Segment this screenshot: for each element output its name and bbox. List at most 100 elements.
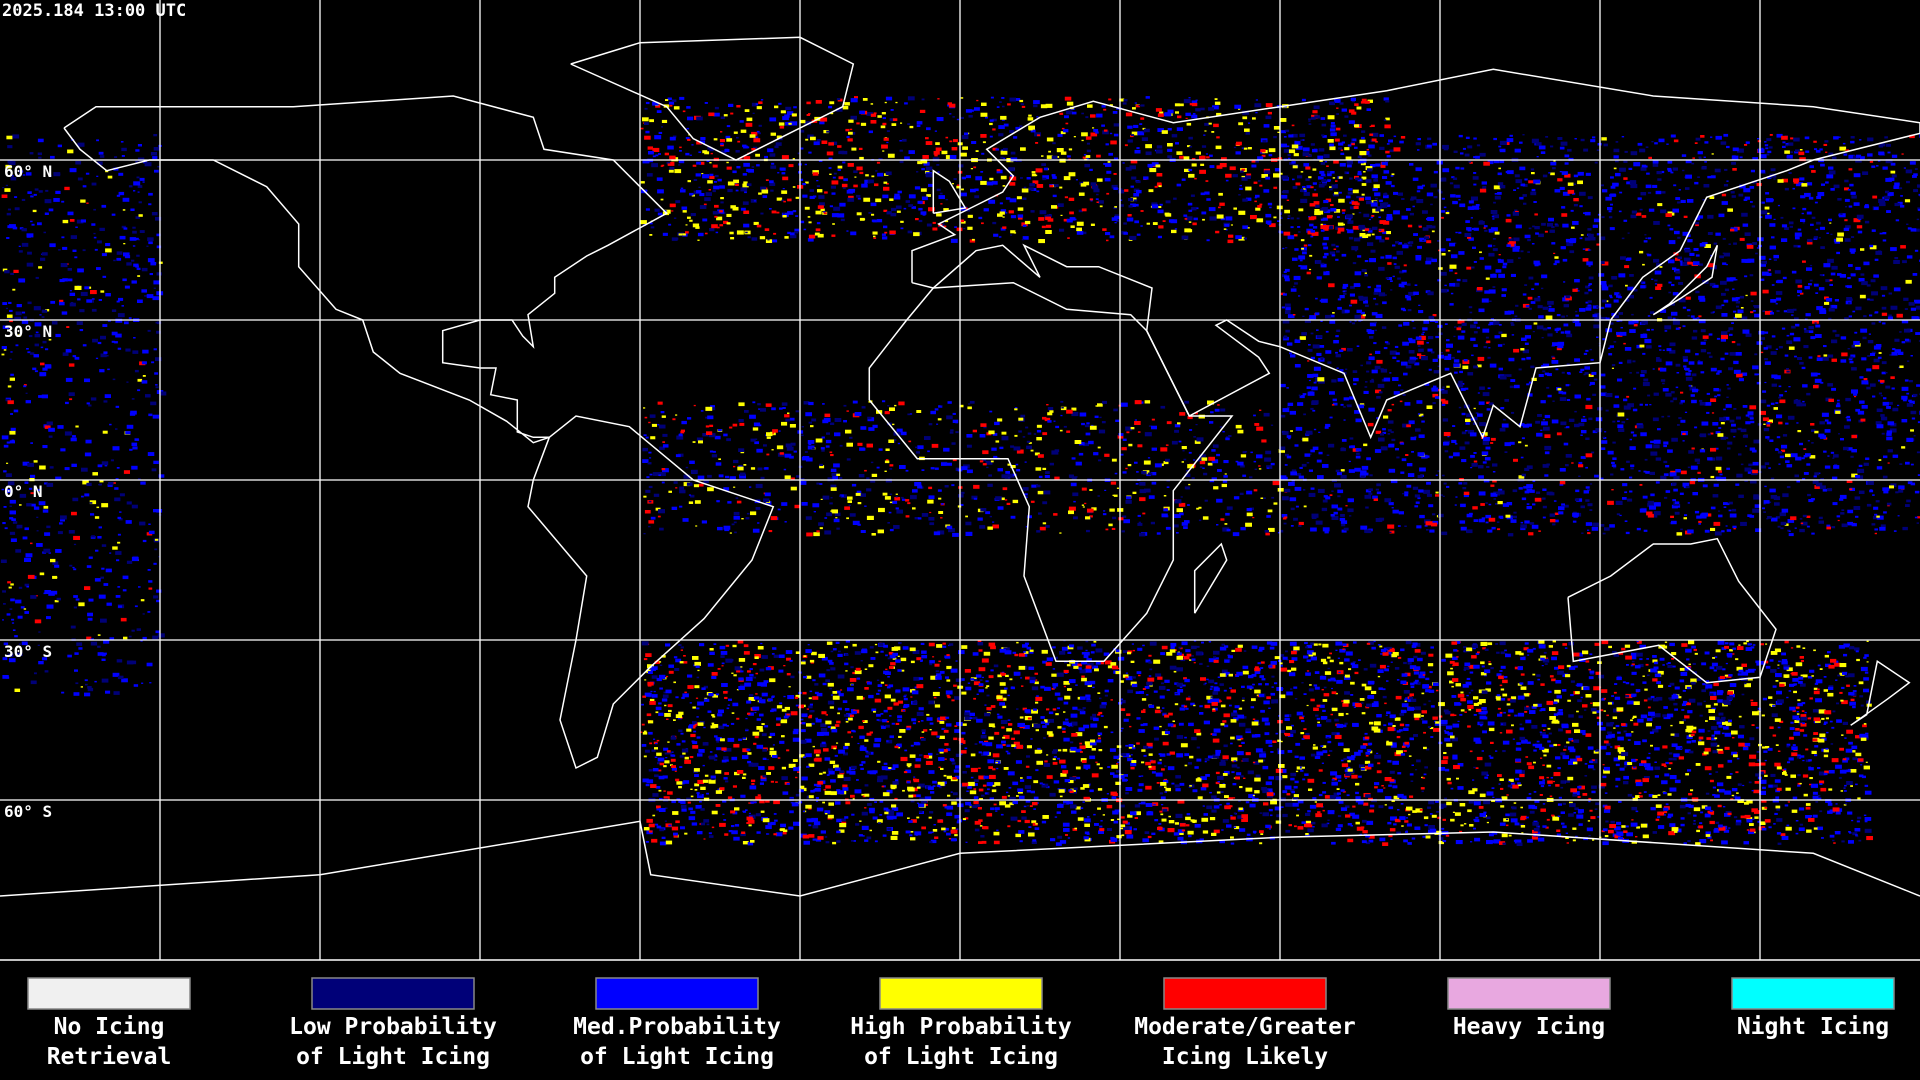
icing-pixel — [1349, 321, 1352, 323]
icing-pixel — [943, 729, 949, 733]
icing-pixel — [1824, 654, 1829, 658]
icing-pixel — [1324, 671, 1332, 675]
icing-pixel — [1686, 309, 1691, 312]
icing-pixel — [1400, 709, 1407, 714]
icing-pixel — [1305, 646, 1309, 649]
icing-pixel — [1064, 695, 1071, 700]
icing-pixel — [820, 743, 827, 748]
icing-pixel — [1219, 762, 1226, 766]
icing-pixel — [1761, 806, 1767, 810]
icing-pixel — [987, 788, 990, 791]
icing-pixel — [1176, 735, 1184, 739]
icing-pixel — [747, 842, 754, 846]
icing-pixel — [1287, 733, 1294, 737]
icing-pixel — [1034, 679, 1038, 681]
icing-pixel — [1054, 692, 1061, 696]
icing-pixel — [658, 789, 662, 792]
icing-pixel — [1191, 736, 1197, 741]
icing-pixel — [794, 696, 799, 699]
icing-pixel — [1026, 755, 1030, 758]
icing-pixel — [684, 691, 687, 694]
icing-pixel — [1569, 803, 1576, 808]
icing-pixel — [1057, 757, 1060, 760]
icing-pixel — [1616, 707, 1624, 712]
icing-pixel — [1293, 646, 1300, 651]
icing-pixel — [1652, 831, 1657, 834]
icing-pixel — [1387, 665, 1390, 668]
icing-pixel — [1616, 821, 1622, 825]
icing-pixel — [1062, 730, 1066, 733]
icing-pixel — [1219, 839, 1225, 844]
icing-pixel — [1113, 755, 1119, 759]
icing-pixel — [1259, 675, 1264, 678]
icing-pixel — [1413, 666, 1421, 671]
icing-pixel — [1302, 778, 1306, 781]
icing-pixel — [1301, 738, 1305, 740]
icing-pixel — [1401, 673, 1408, 677]
icing-pixel — [1440, 722, 1446, 726]
icing-pixel — [1400, 680, 1407, 685]
icing-pixel — [1403, 839, 1408, 843]
icing-pixel — [1795, 832, 1799, 835]
icing-pixel — [1527, 296, 1533, 300]
icing-pixel — [1379, 837, 1386, 842]
icing-pixel — [1761, 827, 1767, 831]
icing-pixel — [1521, 497, 1527, 501]
icing-pixel — [781, 708, 787, 712]
icing-pixel — [1722, 721, 1728, 725]
icing-pixel — [1699, 839, 1707, 844]
icing-pixel — [1502, 418, 1506, 421]
icing-pixel — [1553, 772, 1561, 777]
icing-pixel — [867, 770, 873, 774]
icing-pixel — [840, 689, 843, 691]
icing-pixel — [1029, 676, 1036, 681]
icing-pixel — [1657, 811, 1664, 816]
icing-pixel — [1715, 665, 1723, 670]
icing-pixel — [1757, 759, 1761, 762]
icing-pixel — [1052, 761, 1058, 765]
icing-pixel — [1759, 821, 1766, 825]
icing-pixel — [749, 673, 754, 677]
icing-pixel — [906, 727, 911, 731]
icing-pixel — [1863, 656, 1867, 659]
icing-pixel — [1469, 750, 1473, 753]
icing-pixel — [1035, 823, 1038, 825]
icing-pixel — [738, 658, 746, 662]
icing-pixel — [1040, 716, 1045, 719]
icing-pixel — [1177, 829, 1184, 833]
icing-pixel — [1423, 816, 1429, 820]
icing-pixel — [1652, 655, 1657, 658]
icing-pixel — [1428, 825, 1435, 829]
icing-pixel — [1131, 643, 1134, 645]
icing-pixel — [815, 797, 819, 799]
icing-pixel — [1209, 791, 1212, 794]
icing-pixel — [1306, 670, 1310, 672]
icing-pixel — [1322, 643, 1329, 648]
icing-pixel — [861, 811, 868, 816]
icing-pixel — [1266, 792, 1274, 797]
icing-pixel — [1291, 650, 1297, 655]
icing-pixel — [1473, 818, 1477, 821]
icing-pixel — [655, 711, 659, 714]
icing-pixel — [825, 813, 828, 815]
icing-pixel — [1070, 746, 1077, 751]
icing-pixel — [1741, 372, 1748, 376]
icing-pixel — [1110, 699, 1113, 701]
icing-pixel — [961, 691, 967, 695]
icing-pixel — [1623, 730, 1627, 733]
icing-pixel — [1048, 733, 1054, 737]
icing-pixel — [769, 678, 776, 683]
icing-pixel — [1366, 749, 1372, 752]
icing-pixel — [1866, 284, 1871, 287]
icing-pixel — [1160, 652, 1166, 656]
icing-pixel — [1819, 148, 1823, 151]
icing-pixel — [1515, 747, 1522, 751]
icing-pixel — [1836, 702, 1839, 705]
icing-pixel — [1648, 752, 1651, 755]
icing-pixel — [1266, 641, 1273, 645]
icing-pixel — [1826, 421, 1832, 425]
icing-pixel — [1478, 308, 1485, 313]
icing-pixel — [1706, 737, 1711, 740]
icing-pixel — [1231, 757, 1238, 762]
icing-pixel — [1068, 780, 1074, 784]
